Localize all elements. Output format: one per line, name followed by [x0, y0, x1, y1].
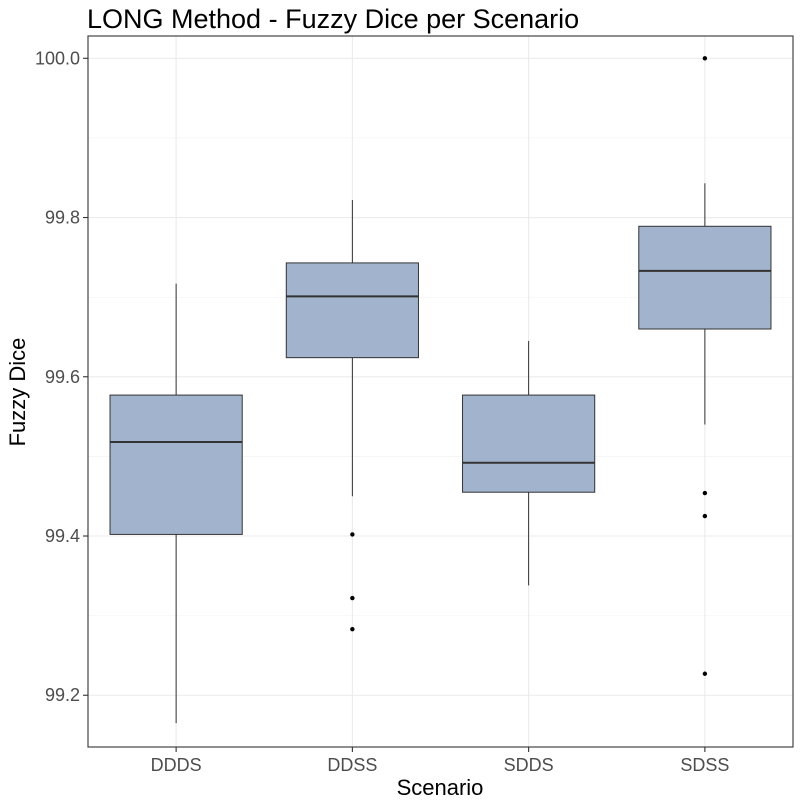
y-tick-label: 99.8	[45, 208, 80, 228]
iqr-box	[638, 225, 772, 330]
grid-lines	[88, 36, 793, 747]
x-axis-title: Scenario	[397, 775, 484, 800]
y-tick-label: 99.4	[45, 526, 80, 546]
y-axis-title: Fuzzy Dice	[5, 338, 30, 447]
outlier-point	[702, 671, 708, 676]
x-tick-label: DDSS	[327, 755, 377, 775]
chart-title: LONG Method - Fuzzy Dice per Scenario	[87, 4, 579, 34]
y-tick-label: 99.6	[45, 367, 80, 387]
y-tick-label: 100.0	[35, 48, 80, 68]
x-axis: DDDS DDSS SDDS SDSS	[151, 747, 729, 775]
y-axis: 99.2 99.4 99.6 99.8 100.0	[35, 48, 88, 705]
x-tick-label: SDSS	[680, 755, 729, 775]
box-sdss	[638, 56, 772, 676]
box-sdds	[462, 340, 596, 586]
panel-border	[87, 35, 794, 748]
iqr-box	[285, 262, 419, 359]
x-tick-label: SDDS	[504, 755, 554, 775]
outlier-point	[350, 595, 355, 601]
x-tick-label: DDDS	[151, 755, 202, 775]
iqr-box	[462, 394, 596, 493]
outlier-point	[702, 56, 708, 61]
box-series	[109, 56, 772, 724]
outlier-point	[702, 513, 708, 519]
iqr-box	[109, 394, 243, 535]
outlier-point	[702, 490, 708, 496]
outlier-point	[350, 532, 355, 537]
box-ddds	[109, 283, 243, 724]
outlier-point	[350, 626, 355, 632]
box-ddss	[285, 200, 419, 632]
y-tick-label: 99.2	[45, 685, 80, 705]
